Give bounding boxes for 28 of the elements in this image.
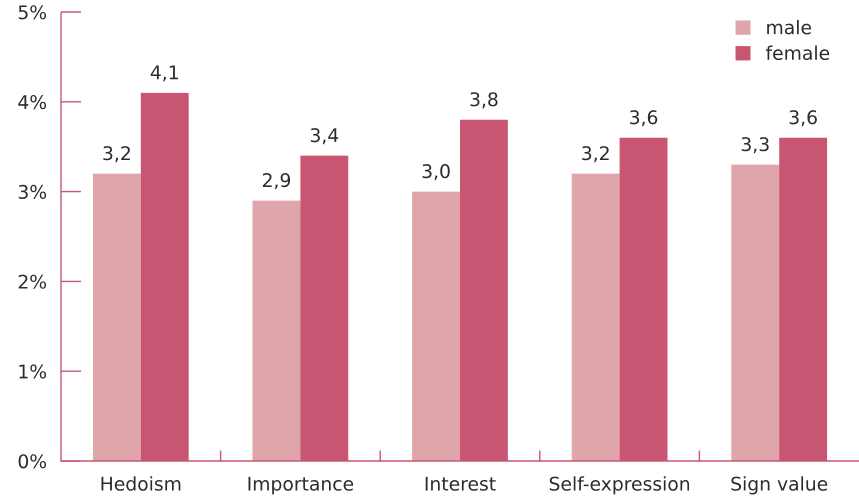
y-tick-label: 1% (19, 364, 46, 379)
bar (92, 174, 141, 461)
x-tick-label: Interest (426, 476, 496, 491)
data-label: 3,2 (582, 146, 609, 162)
y-tick-label: 4% (18, 95, 46, 110)
data-label: 3,0 (422, 164, 450, 180)
x-tick-label: Self-expression (550, 476, 690, 494)
data-label: 3,2 (103, 146, 130, 162)
x-tick-label: Sign value (731, 476, 828, 494)
data-label: 4,1 (150, 66, 178, 82)
legend-label: male (767, 20, 812, 34)
data-label: 3,4 (310, 128, 338, 144)
y-tick-label: 5% (18, 5, 46, 20)
data-label: 3,6 (630, 110, 658, 126)
y-tick-label: 3% (18, 184, 46, 199)
data-label: 3,8 (470, 92, 498, 108)
legend-label: female (766, 46, 830, 60)
data-label: 2,9 (262, 173, 290, 190)
bar (252, 200, 300, 461)
bar (412, 192, 460, 461)
y-tick-label: 2% (18, 274, 46, 289)
x-tick-label: Importance (248, 476, 354, 494)
x-tick-label: Hedoism (102, 476, 180, 491)
data-label: 3,3 (742, 137, 769, 154)
bar (572, 174, 620, 461)
y-tick-label: 0% (18, 454, 46, 468)
data-label: 3,6 (790, 110, 817, 126)
bar (731, 164, 780, 461)
